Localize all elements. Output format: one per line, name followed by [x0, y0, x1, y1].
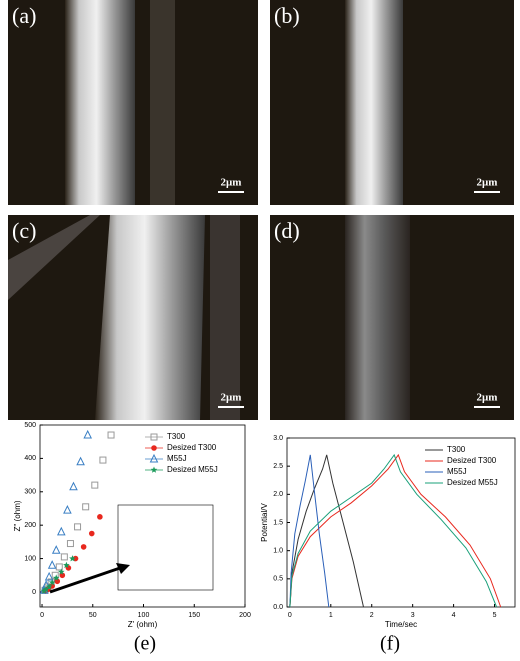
marker — [66, 540, 74, 548]
marker — [82, 503, 90, 511]
marker — [40, 587, 48, 594]
y-tick-label: 1.0 — [273, 548, 283, 555]
series-line — [289, 453, 498, 608]
x-tick-label: 3 — [411, 612, 415, 619]
fiber — [65, 0, 135, 205]
panel-label: (d) — [274, 218, 300, 243]
panel-label: (f) — [380, 633, 400, 655]
x-tick-label: 50 — [89, 612, 97, 619]
sem-images — [8, 0, 514, 420]
y-tick-label: 0.0 — [273, 604, 283, 611]
fiber — [210, 215, 240, 420]
legend-label: Desized M55J — [447, 478, 498, 487]
marker — [69, 481, 78, 491]
panel-label: (e) — [134, 633, 156, 655]
y-axis-label: Z'' (ohm) — [13, 500, 22, 531]
series-line — [289, 454, 330, 608]
x-tick-label: 4 — [452, 612, 456, 619]
legend-marker — [150, 433, 158, 441]
marker — [58, 568, 65, 575]
arrow-head — [116, 563, 130, 574]
marker — [74, 523, 82, 531]
marker — [63, 561, 70, 569]
marker — [51, 545, 61, 554]
marker — [99, 456, 107, 464]
y-tick-label: 400 — [24, 455, 36, 462]
marker — [76, 456, 85, 466]
scale-bar-label: 2μm — [477, 177, 498, 189]
y-tick-label: 0 — [32, 589, 36, 596]
arrow — [49, 566, 121, 594]
x-tick-label: 0 — [40, 612, 44, 619]
scale-bar-label: 2μm — [221, 392, 242, 404]
marker — [47, 560, 57, 569]
y-tick-label: 500 — [24, 422, 36, 429]
marker — [107, 431, 115, 439]
legend-label: Desized T300 — [447, 456, 497, 465]
marker — [59, 572, 66, 579]
marker — [45, 583, 53, 590]
y-tick-label: 300 — [24, 489, 36, 496]
legend-label: T300 — [447, 445, 466, 454]
marker — [83, 429, 93, 439]
fiber — [95, 215, 205, 420]
marker — [69, 555, 76, 562]
marker — [48, 579, 56, 586]
fiber — [8, 215, 100, 300]
marker — [88, 530, 95, 537]
legend-marker — [151, 445, 157, 451]
marker — [91, 481, 99, 489]
x-tick-label: 0 — [288, 612, 292, 619]
y-tick-label: 2.5 — [273, 463, 283, 470]
legend-marker — [149, 453, 159, 463]
x-tick-label: 150 — [188, 612, 200, 619]
scale-bar-label: 2μm — [477, 392, 498, 404]
y-tick-label: 200 — [24, 522, 36, 529]
legend-label: Desized T300 — [167, 443, 217, 452]
legend-label: Desized M55J — [167, 465, 218, 474]
y-axis-label: Potential/V — [260, 502, 269, 541]
y-tick-label: 3.0 — [273, 435, 283, 442]
x-tick-label: 5 — [493, 612, 497, 619]
marker — [42, 585, 50, 593]
fiber — [345, 0, 403, 205]
fiber — [150, 0, 175, 205]
plot-frame — [39, 424, 246, 608]
legend-label: M55J — [447, 467, 467, 476]
panel-label: (c) — [12, 218, 36, 243]
fiber — [345, 215, 410, 420]
marker — [44, 571, 54, 581]
inset — [117, 504, 214, 591]
marker — [54, 578, 61, 585]
x-tick-label: 200 — [239, 612, 251, 619]
y-tick-label: 2.0 — [273, 491, 283, 498]
y-tick-label: 100 — [24, 555, 36, 562]
legend-label: T300 — [167, 432, 186, 441]
x-tick-label: 1 — [329, 612, 333, 619]
x-tick-label: 100 — [138, 612, 150, 619]
panel-label: (a) — [12, 3, 36, 28]
marker — [60, 553, 68, 561]
marker — [52, 574, 60, 581]
legend-label: M55J — [167, 454, 187, 463]
x-axis-label: Z' (ohm) — [128, 620, 158, 629]
series-line — [289, 454, 364, 608]
y-tick-label: 1.5 — [273, 519, 283, 526]
x-axis-label: Time/sec — [385, 620, 417, 629]
marker — [63, 505, 72, 514]
marker — [97, 514, 103, 520]
panel-label: (b) — [274, 3, 300, 28]
marker — [57, 526, 66, 536]
y-tick-label: 0.5 — [273, 576, 283, 583]
series-line — [289, 453, 502, 608]
legend-marker — [150, 466, 158, 473]
marker — [55, 563, 63, 571]
marker — [80, 544, 87, 550]
x-tick-label: 2 — [370, 612, 374, 619]
scale-bar-label: 2μm — [221, 177, 242, 189]
